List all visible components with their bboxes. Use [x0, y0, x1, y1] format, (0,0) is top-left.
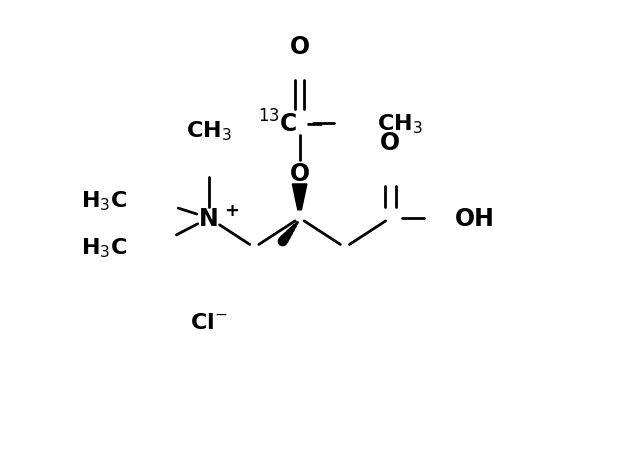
Text: O: O — [289, 35, 310, 59]
Text: O: O — [289, 161, 310, 185]
Text: O: O — [380, 131, 400, 155]
Text: OH: OH — [454, 207, 495, 230]
Text: H$_3$C: H$_3$C — [81, 236, 127, 260]
Polygon shape — [292, 185, 307, 210]
Text: +: + — [224, 201, 239, 219]
Text: −: − — [304, 111, 324, 136]
Text: Cl$^{-}$: Cl$^{-}$ — [190, 313, 228, 333]
Text: $^{13}$C: $^{13}$C — [258, 110, 298, 137]
Text: CH$_3$: CH$_3$ — [377, 112, 422, 135]
Text: CH$_3$: CH$_3$ — [186, 119, 232, 142]
Text: N: N — [199, 207, 219, 230]
Text: H$_3$C: H$_3$C — [81, 188, 127, 212]
